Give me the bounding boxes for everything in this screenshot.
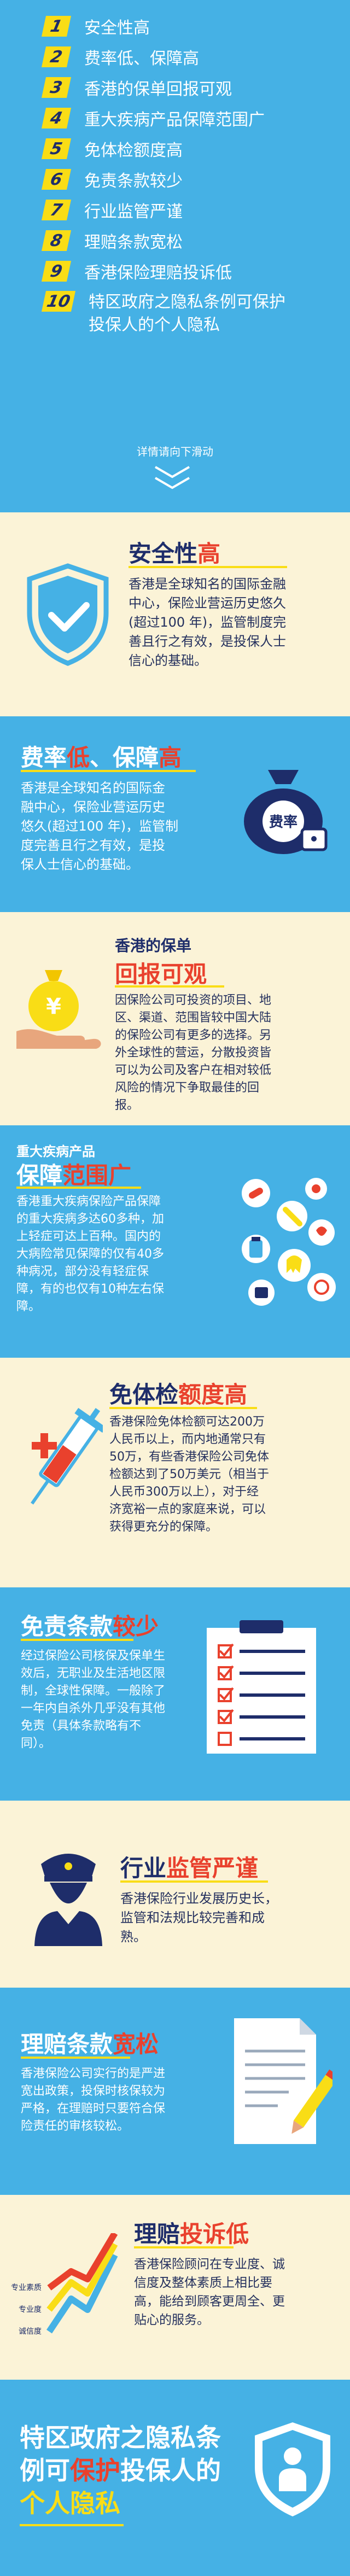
syringe-icon (31, 1407, 103, 1505)
section-text: 香港是全球知名的国际金融中心，保险业营运历史悠久(超过100 年)，监管制度完善… (129, 576, 287, 668)
title-underline (134, 2246, 234, 2248)
title-underline (120, 1880, 268, 1883)
section-claims: 理赔条款宽松 香港保险公司实行的是严进 宽出政策，投保时核保较为 严格，在理赔时只要… (0, 1988, 350, 2195)
section-text: 因保险公司可投资的项目、地 区、渠道、范围皆较中国大陆 的保险公司有更多的选择。另外… (115, 994, 272, 1112)
index-label: 免责条款较少 (84, 172, 183, 191)
section-text: 香港保险行业发展历史长， 监管和法规比较完善和成 熟。 (120, 1891, 278, 1944)
chevron-down-icon[interactable] (153, 476, 191, 490)
section-text: 香港保险公司实行的是严进 宽出政策，投保时核保较为 严格，在理赔时只要符合保 险责任的… (21, 2067, 166, 2133)
chevron-down-icon[interactable] (153, 465, 191, 479)
medical-icons-cluster (242, 1178, 336, 1306)
index-label: 香港的保单回报可观 (84, 80, 232, 99)
title-underline (21, 2057, 130, 2059)
index-item[interactable]: 3 香港的保单回报可观 (0, 72, 350, 103)
police-officer-icon (34, 1854, 102, 1946)
section-safety: 安全性高 香港是全球知名的国际金融 中心，保险业营运历史悠久 (超过100 年)，监… (0, 512, 350, 716)
checklist-icon (207, 1620, 316, 1754)
index-item[interactable]: 10 特区政府之隐私条例可保护 投保人的个人隐私 (0, 287, 350, 337)
index-number: 4 (41, 108, 72, 128)
index-item[interactable]: 4 重大疾病产品保障范围广 (0, 103, 350, 133)
index-item[interactable]: 9 香港保险理赔投诉低 (0, 256, 350, 287)
index-number: 8 (41, 230, 72, 251)
section-text: 经过保险公司核保及保单生 效后，无职业及生活地区限 制，全球性保障。一般除了 一年内自… (21, 1649, 166, 1750)
index-item[interactable]: 1 安全性高 (0, 11, 350, 42)
index-label-line: 投保人的个人隐私 (89, 316, 220, 335)
index-label: 行业监管严谨 (84, 202, 183, 221)
index-number: 10 (41, 291, 76, 312)
index-item[interactable]: 6 免责条款较少 (0, 164, 350, 195)
index-item[interactable]: 5 免体检额度高 (0, 133, 350, 164)
section-privacy: 特区政府之隐私条 例可保护投保人的 个人隐私 (0, 2380, 350, 2576)
trend-chart-icon: 专业素质 专业度 诚信度 (11, 2233, 118, 2336)
section-text: 香港保险免体检额可达200万 人民币以上，而内地通常只有 50万，有些香港保险公司免… (109, 1415, 269, 1534)
svg-text:¥: ¥ (46, 994, 61, 1019)
section-subtitle: 重大疾病产品 (16, 1144, 95, 1159)
section-rate: 费率低、保障高 香港是全球知名的国际金 融中心，保险业营运历史 悠久(超过100 年… (0, 716, 350, 912)
document-pen-icon (234, 2018, 332, 2144)
index-number: 9 (41, 261, 72, 282)
index-label: 理赔条款宽松 (84, 233, 183, 252)
index-label: 免体检额度高 (84, 141, 183, 160)
money-hand-icon: ¥ (16, 970, 101, 1049)
index-label: 特区政府之隐私条例可保护 投保人的个人隐私 (89, 291, 285, 337)
index-label: 费率低、保障高 (84, 49, 199, 68)
title-underline (21, 1639, 133, 1641)
section-return: 香港的保单 回报可观 ¥ 因保险公司可投资的项目、地 区、渠道、范围皆较中国大陆的… (0, 912, 350, 1125)
title-underline (129, 566, 287, 568)
chart-label: 诚信度 (19, 2327, 42, 2336)
index-item[interactable]: 7 行业监管严谨 (0, 195, 350, 225)
title-underline (20, 2524, 124, 2526)
index-number: 1 (41, 16, 72, 37)
shield-person-icon (255, 2422, 330, 2516)
index-label: 安全性高 (84, 19, 150, 38)
badge-text: 费率 (269, 814, 298, 831)
section-title: 免责条款较少 (21, 1613, 159, 1640)
section-text: 香港是全球知名的国际金融中心，保险业营运历史悠久(超过100 年)，监管制度完善… (21, 780, 179, 872)
section-text: 香港保险顾问在专业度、诚 信度及整体素质上相比要 高，能给到顾客更周全、更 贴心的服务… (134, 2257, 285, 2327)
section-exempt: 免责条款较少 经过保险公司核保及保单生 效后，无职业及生活地区限 制，全球性保障。一… (0, 1587, 350, 1801)
index-section: 1 安全性高 2 费率低、保障高 3 香港的保单回报可观 4 重大疾病产品保障范围广 5… (0, 0, 350, 512)
section-regulate: 行业监管严谨 香港保险行业发展历史长， 监管和法规比较完善和成 熟。 (0, 1801, 350, 1988)
index-number: 2 (41, 46, 72, 67)
section-title: 理赔条款宽松 (21, 2031, 159, 2058)
section-text: 香港重大疾病保险产品保障 的重大疾病多达60多种，加 上轻症可达上百种。国内的 大病险… (16, 1195, 164, 1313)
section-title: 保障范围广 (16, 1162, 132, 1189)
scroll-hint: 详情请向下滑动 (137, 445, 213, 458)
index-label: 香港保险理赔投诉低 (84, 264, 232, 283)
title-underline (109, 1407, 257, 1409)
index-item[interactable]: 2 费率低、保障高 (0, 42, 350, 72)
chart-label: 专业素质 (11, 2283, 42, 2292)
section-subtitle: 香港的保单 (115, 937, 192, 955)
section-title: 费率低、保障高 (21, 744, 182, 771)
index-label-line: 特区政府之隐私条例可保护 (89, 293, 285, 312)
shield-check-icon (27, 563, 109, 666)
index-number: 3 (41, 77, 72, 98)
section-title: 安全性高 (129, 540, 221, 567)
title-underline (115, 985, 224, 988)
section-title: 理赔投诉低 (134, 2221, 249, 2247)
section-illness: 重大疾病产品 保障范围广 香港重大疾病保险产品保障 的重大疾病多达60多种，加 上轻… (0, 1125, 350, 1358)
section-title: 免体检额度高 (109, 1381, 248, 1408)
section-title: 回报可观 (115, 961, 207, 988)
index-number: 7 (41, 200, 72, 220)
index-item[interactable]: 8 理赔条款宽松 (0, 225, 350, 256)
section-title: 行业监管严谨 (120, 1855, 259, 1882)
section-complaint: 专业素质 专业度 诚信度 理赔投诉低 香港保险顾问在专业度、诚 信度及整体素质上相… (0, 2195, 350, 2380)
index-number: 6 (41, 169, 72, 190)
money-bag-icon: 费率 (244, 770, 328, 854)
index-label: 重大疾病产品保障范围广 (84, 110, 265, 130)
index-number: 5 (41, 138, 72, 159)
section-exam: 免体检额度高 香港保险免体检额可达200万 人民币以上，而内地通常只有 50万，有些… (0, 1358, 350, 1587)
section-title: 特区政府之隐私条 例可保护投保人的 个人隐私 (20, 2423, 221, 2518)
title-underline (16, 1187, 141, 1189)
title-underline (21, 770, 196, 772)
chart-label: 专业度 (19, 2305, 42, 2314)
